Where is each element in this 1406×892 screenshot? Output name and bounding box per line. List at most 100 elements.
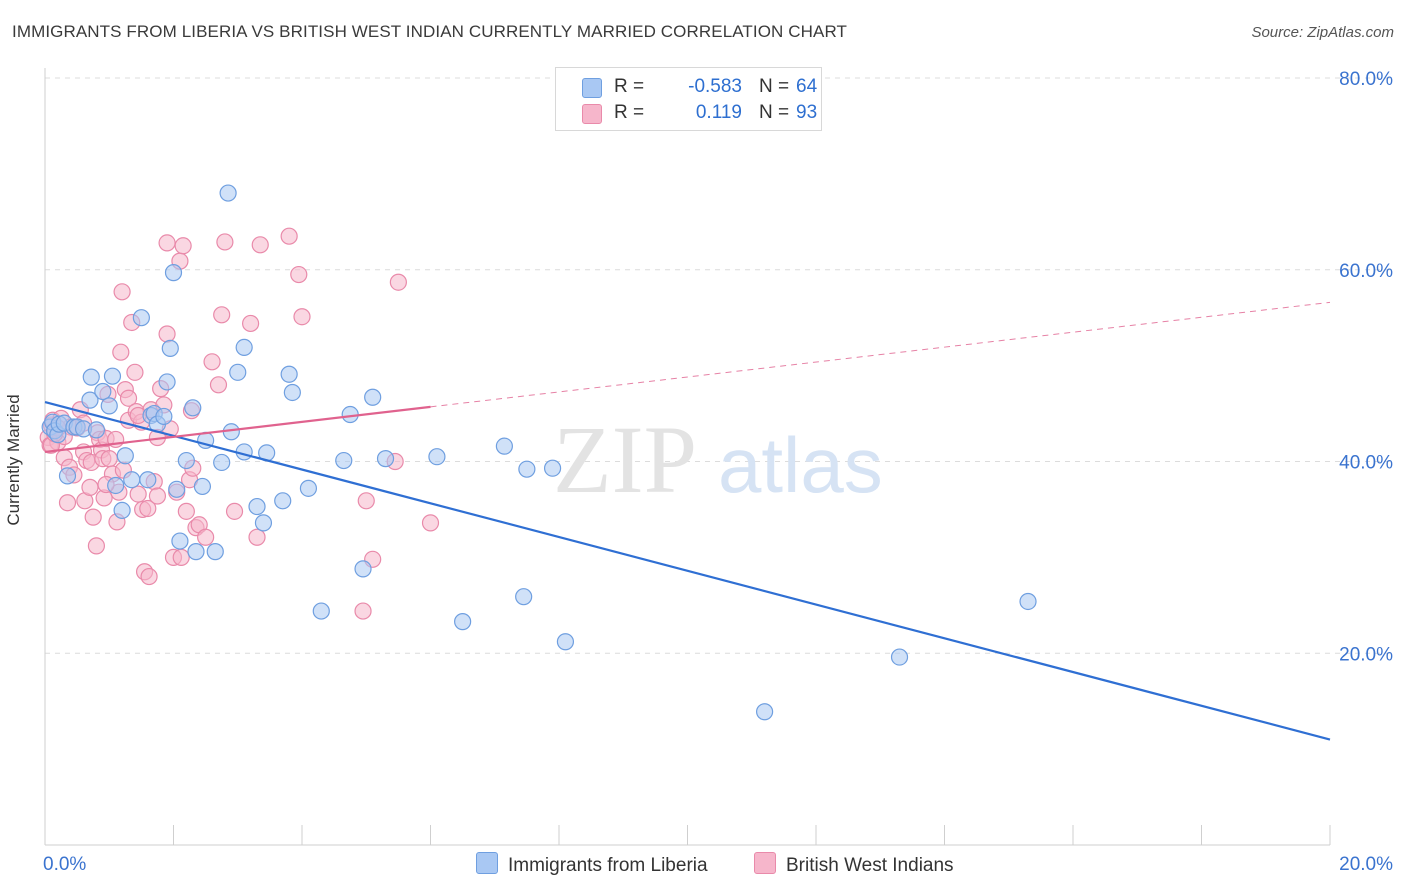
data-point [119,389,138,407]
bottom-legend-swatch-liberia [476,852,498,874]
data-point [139,471,157,489]
data-point [100,397,118,415]
data-point [139,499,157,518]
data-point [126,363,144,381]
bottom-legend-bwi: British West Indians [754,852,954,877]
data-point [113,283,131,301]
data-point [82,368,100,386]
trend-line-bwi-extension [430,301,1331,408]
data-point [129,485,147,503]
data-point [389,273,407,291]
bottom-legend-label-liberia: Immigrants from Liberia [508,855,708,876]
data-point [254,514,273,532]
data-point [103,367,122,385]
data-point [113,501,131,519]
legend-n-value: 64 [796,76,818,97]
data-point [235,338,253,357]
trend-lines [44,301,1331,741]
data-point [203,353,221,371]
data-point [543,459,562,477]
data-point [174,237,192,255]
y-tick-label: 20.0% [1339,644,1393,665]
data-point [354,602,372,620]
data-point [177,502,195,520]
data-point [58,467,77,485]
data-point [495,437,513,455]
data-point [168,480,186,498]
data-point [158,234,176,252]
data-point [94,382,112,401]
data-point [364,388,382,406]
x-tick-label-min: 0.0% [43,854,86,875]
data-point [58,494,77,512]
data-point [193,477,212,496]
data-point [335,451,353,470]
data-point [172,548,190,566]
series-immigrants-from-liberia [41,184,1037,721]
y-tick-labels: 20.0% 40.0% 60.0% 80.0% [1339,69,1393,665]
data-point [357,492,375,510]
legend-swatch-liberia [582,78,602,98]
data-point [354,560,372,578]
grid-lines [45,77,1393,654]
data-point [164,264,183,282]
data-point [87,537,106,555]
data-point [213,306,231,324]
y-tick-label: 80.0% [1339,69,1393,90]
data-point [421,514,440,532]
data-point [251,236,269,254]
data-point [283,383,301,402]
source-credit: Source: ZipAtlas.com [1251,24,1394,41]
data-point [280,365,298,383]
y-tick-label: 60.0% [1339,261,1393,282]
chart-title: IMMIGRANTS FROM LIBERIA VS BRITISH WEST … [12,22,847,41]
data-point [280,227,298,245]
data-point [158,325,176,343]
y-tick-label: 40.0% [1339,453,1393,474]
data-point [116,447,134,465]
data-point [161,339,179,357]
data-point [132,309,150,327]
data-point [376,450,395,468]
trend-line-liberia [44,400,1331,741]
data-point [107,476,125,495]
data-point [155,407,173,426]
data-point [158,373,176,391]
data-point [225,502,244,520]
data-point [890,648,909,666]
data-point [274,492,292,510]
data-point [171,532,189,550]
data-point [299,479,318,497]
data-point [187,543,205,561]
data-point [206,543,224,561]
axes [44,68,1331,846]
data-point [87,421,106,439]
x-tick-labels: 0.0% 20.0% [43,854,1393,875]
data-point [515,588,533,606]
bottom-legend-liberia: Immigrants from Liberia [476,852,708,877]
legend-r-label: R = [614,76,645,97]
legend-swatch-bwi [582,104,602,124]
legend-r-value: -0.583 [688,76,742,97]
watermark-atlas: atlas [718,421,883,509]
trend-line-bwi [44,405,431,454]
legend-r-label: R = [614,102,645,123]
watermark: ZIP atlas [553,406,883,513]
data-point [209,376,228,394]
data-point [123,471,141,489]
data-point [755,703,774,721]
legend-r-value: 0.119 [695,102,742,123]
legend-n-label: N = [759,102,790,123]
data-point [84,508,102,526]
data-point [556,633,575,651]
legend-n-value: 93 [796,102,818,123]
data-point [112,343,130,361]
bottom-legend-label-bwi: British West Indians [786,855,954,876]
data-point [219,184,237,202]
data-point [290,265,308,284]
data-point [248,497,266,516]
data-point [197,528,215,546]
data-point [184,399,202,417]
y-axis-label: Currently Married [4,394,23,526]
